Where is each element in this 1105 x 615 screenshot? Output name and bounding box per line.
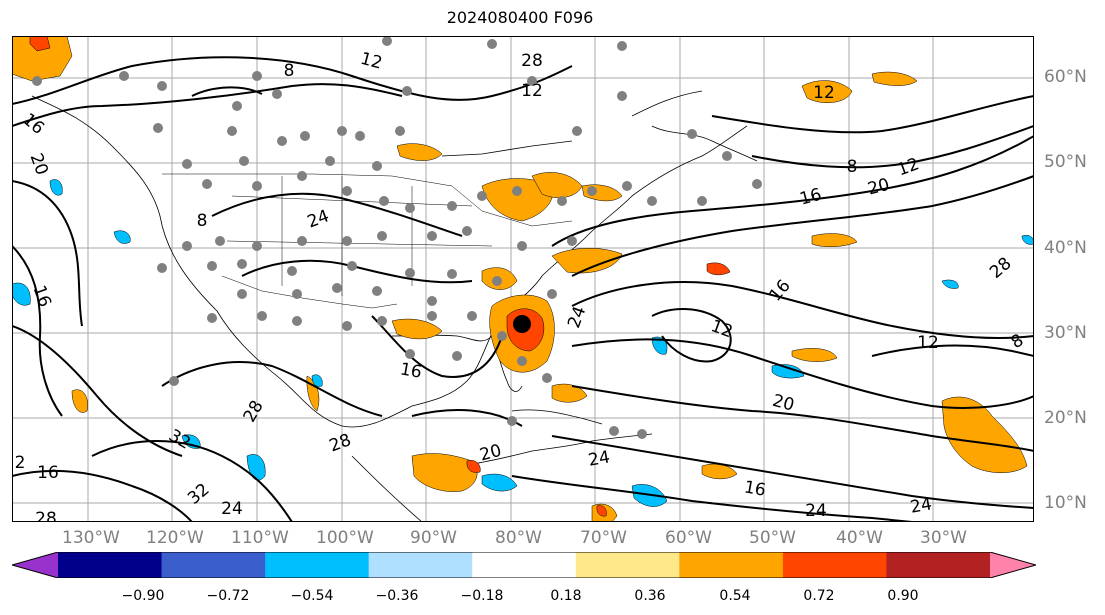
contour-label: 16 [37,463,59,483]
contour-label: 8 [847,157,858,177]
contour-label: 24 [805,501,827,521]
colorbar-tick: −0.90 [121,588,165,604]
lon-label: 60°W [665,528,712,548]
colorbar-tick: 0.36 [634,588,666,604]
colorbar-tick: −0.72 [206,588,250,604]
colorbar-segment [58,552,163,578]
lon-label: 40°W [836,528,883,548]
lat-label: 10°N [1044,493,1087,513]
colorbar-extend-low [12,552,58,578]
lon-label: 120°W [146,528,204,548]
lat-label: 40°N [1044,238,1087,258]
colorbar-segment [575,552,680,578]
storm-center-marker [513,315,531,333]
lon-label: 100°W [316,528,374,548]
map-frame [12,36,1034,522]
lon-label: 110°W [231,528,289,548]
lon-label: 90°W [410,528,457,548]
contour-label: 16 [742,477,767,500]
contour-label: 12 [917,333,939,353]
lat-label: 60°N [1044,67,1087,87]
contour-label: 28 [35,509,57,522]
lon-label: 80°W [495,528,542,548]
contour-label: 28 [521,51,543,71]
colorbar-tick: 0.18 [550,588,582,604]
colorbar-tick: −0.54 [290,588,334,604]
negative-anomaly-fills [12,179,1034,507]
contour-label: 2 [15,453,26,473]
colorbar [12,552,1036,578]
lon-label: 70°W [580,528,627,548]
station-markers [32,36,762,439]
weather-map: 12 8 16 20 8 24 12 16 20 12 8 16 12 24 2… [12,36,1034,522]
lon-label: 50°W [749,528,796,548]
colorbar-segment [368,552,473,578]
colorbar-segment [472,552,577,578]
colorbar-segment [782,552,887,578]
colorbar-segment [886,552,991,578]
lat-label: 30°N [1044,323,1087,343]
contours [12,56,1034,522]
colorbar-tick: 0.72 [803,588,835,604]
contour-label: 24 [587,447,612,470]
colorbar-extend-high [990,552,1036,578]
colorbar-segment [161,552,266,578]
contour-label: 12 [521,81,543,101]
map-title: 2024080400 F096 [446,8,594,27]
contour-label: 8 [284,61,295,81]
colorbar-tick: −0.36 [375,588,419,604]
contour-label: 8 [197,211,208,231]
colorbar-tick: 0.54 [719,588,751,604]
lon-label: 30°W [920,528,967,548]
colorbar-segment [679,552,784,578]
contour-label: 12 [813,83,835,103]
contour-label: 16 [398,359,423,382]
colorbar-tick: 0.90 [887,588,919,604]
lon-label: 130°W [62,528,120,548]
lat-label: 50°N [1044,152,1087,172]
colorbar-segment [265,552,370,578]
contour-label: 24 [909,494,934,517]
lat-label: 20°N [1044,408,1087,428]
contour-label: 24 [221,499,243,519]
colorbar-tick: −0.18 [460,588,504,604]
